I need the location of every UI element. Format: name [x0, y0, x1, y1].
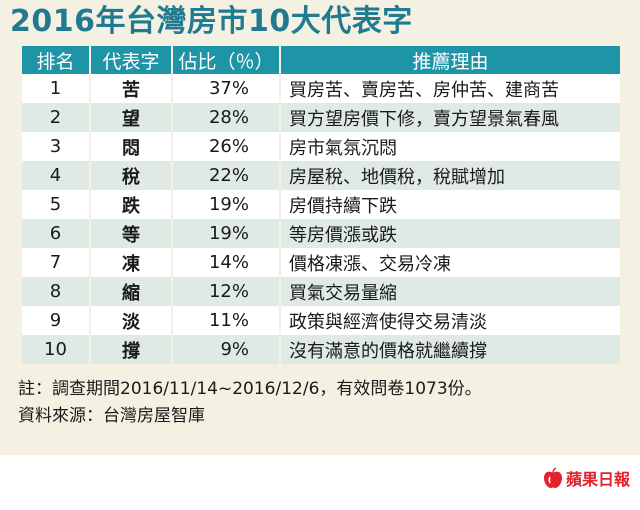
header-rank: 排名: [22, 46, 91, 74]
rank-cell: 7: [22, 248, 91, 277]
character-cell: 凍: [90, 248, 173, 277]
percentage-cell: 26%: [172, 132, 281, 161]
reason-cell: 等房價漲或跌: [280, 219, 620, 248]
percentage-cell: 37%: [172, 74, 281, 103]
reason-cell: 價格凍漲、交易冷凍: [280, 248, 620, 277]
character-cell: 縮: [90, 277, 173, 306]
table-row: 10 撐 9% 沒有滿意的價格就繼續撐: [22, 335, 620, 364]
publisher-logo: 蘋果日報: [542, 466, 630, 490]
rank-cell: 1: [22, 74, 91, 103]
header-percentage: 佔比（％）: [172, 46, 281, 74]
reason-cell: 房市氣氛沉悶: [280, 132, 620, 161]
rank-cell: 4: [22, 161, 91, 190]
percentage-cell: 11%: [172, 306, 281, 335]
reason-cell: 買氣交易量縮: [280, 277, 620, 306]
character-cell: 望: [90, 103, 173, 132]
apple-icon: [543, 467, 562, 488]
table-header-row: 排名 代表字 佔比（％） 推薦理由: [22, 46, 620, 74]
reason-cell: 政策與經濟使得交易清淡: [280, 306, 620, 335]
header-reason: 推薦理由: [280, 46, 620, 74]
percentage-cell: 9%: [172, 335, 281, 364]
rank-cell: 8: [22, 277, 91, 306]
rank-cell: 5: [22, 190, 91, 219]
character-cell: 苦: [90, 74, 173, 103]
character-cell: 跌: [90, 190, 173, 219]
character-cell: 淡: [90, 306, 173, 335]
table-row: 3 悶 26% 房市氣氛沉悶: [22, 132, 620, 161]
header-character: 代表字: [90, 46, 173, 74]
reason-cell: 買房苦、賣房苦、房仲苦、建商苦: [280, 74, 620, 103]
percentage-cell: 28%: [172, 103, 281, 132]
rank-cell: 10: [22, 335, 91, 364]
rank-cell: 6: [22, 219, 91, 248]
data-source: 資料來源：台灣房屋智庫: [18, 406, 205, 426]
reason-cell: 房價持續下跌: [280, 190, 620, 219]
table-row: 8 縮 12% 買氣交易量縮: [22, 277, 620, 306]
character-cell: 悶: [90, 132, 173, 161]
character-cell: 等: [90, 219, 173, 248]
table-row: 5 跌 19% 房價持續下跌: [22, 190, 620, 219]
percentage-cell: 14%: [172, 248, 281, 277]
reason-cell: 沒有滿意的價格就繼續撐: [280, 335, 620, 364]
ranking-table: 排名 代表字 佔比（％） 推薦理由 1 苦 37% 買房苦、賣房苦、房仲苦、建商苦 2 望…: [22, 46, 620, 364]
table-row: 7 凍 14% 價格凍漲、交易冷凍: [22, 248, 620, 277]
rank-cell: 9: [22, 306, 91, 335]
character-cell: 稅: [90, 161, 173, 190]
table-row: 9 淡 11% 政策與經濟使得交易清淡: [22, 306, 620, 335]
logo-text: 蘋果日報: [565, 470, 630, 489]
table-row: 6 等 19% 等房價漲或跌: [22, 219, 620, 248]
percentage-cell: 19%: [172, 219, 281, 248]
rank-cell: 3: [22, 132, 91, 161]
infographic-panel: 2016年台灣房市10大代表字 排名 代表字 佔比（％） 推薦理由 1 苦 37% 買…: [0, 0, 640, 455]
reason-cell: 買方望房價下修，賣方望景氣春風: [280, 103, 620, 132]
table-row: 4 稅 22% 房屋稅、地價稅，稅賦增加: [22, 161, 620, 190]
reason-cell: 房屋稅、地價稅，稅賦增加: [280, 161, 620, 190]
percentage-cell: 12%: [172, 277, 281, 306]
table-row: 1 苦 37% 買房苦、賣房苦、房仲苦、建商苦: [22, 74, 620, 103]
survey-note: 註：調查期間2016/11/14~2016/12/6，有效問卷1073份。: [18, 379, 482, 399]
rank-cell: 2: [22, 103, 91, 132]
page-title: 2016年台灣房市10大代表字: [10, 4, 413, 39]
table-row: 2 望 28% 買方望房價下修，賣方望景氣春風: [22, 103, 620, 132]
character-cell: 撐: [90, 335, 173, 364]
percentage-cell: 22%: [172, 161, 281, 190]
percentage-cell: 19%: [172, 190, 281, 219]
